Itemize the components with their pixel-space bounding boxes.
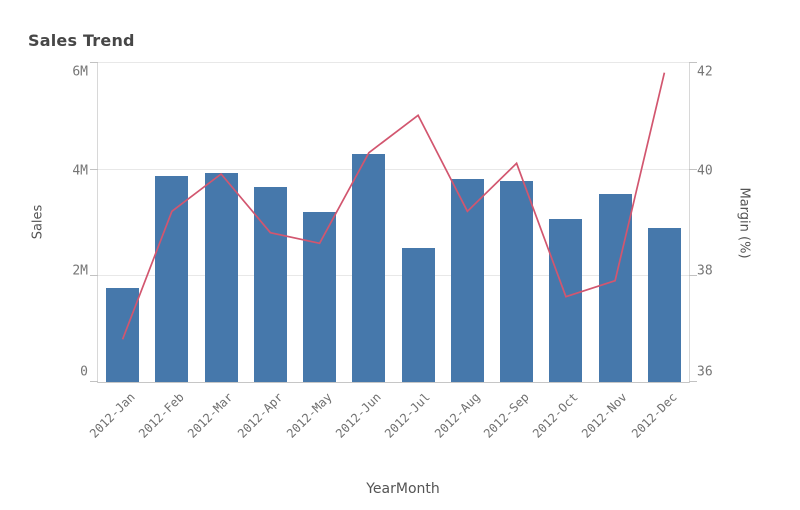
left-axis-tick: [90, 381, 98, 382]
bar-2012-Dec[interactable]: [647, 227, 681, 382]
left-axis-tick-label: 0: [80, 364, 88, 380]
x-tick-label-2012-Mar: 2012-Mar: [185, 390, 237, 441]
bar-2012-Mar[interactable]: [204, 173, 238, 382]
gridline: [98, 275, 689, 276]
x-axis-tick-labels: 2012-Jan 2012-Feb 2012-Mar 2012-Apr 2012-May…: [0, 390, 800, 470]
margin-line[interactable]: [121, 72, 666, 340]
right-axis-tick: [689, 275, 697, 276]
bar-2012-Sep[interactable]: [500, 181, 534, 382]
left-axis-title: Sales: [30, 204, 46, 240]
right-axis-tick-label: 40: [697, 163, 713, 179]
x-tick-label-2012-Apr: 2012-Apr: [234, 390, 286, 441]
bar-2012-Nov[interactable]: [598, 193, 632, 382]
left-axis-tick: [90, 62, 98, 63]
margin-line-layer: [121, 72, 666, 340]
bar-2012-Feb[interactable]: [155, 175, 189, 382]
x-tick-label-2012-Oct: 2012-Oct: [530, 390, 581, 441]
chart-title: Sales Trend: [28, 31, 135, 50]
x-tick-label-2012-Feb: 2012-Feb: [136, 390, 187, 441]
bar-2012-Jan[interactable]: [106, 287, 140, 382]
left-axis-tick-label: 4M: [72, 163, 88, 179]
x-tick-label-2012-Nov: 2012-Nov: [579, 390, 631, 441]
x-tick-label-2012-Sep: 2012-Sep: [480, 390, 532, 441]
x-tick-label-2012-Jul: 2012-Jul: [382, 390, 434, 441]
gridline: [98, 62, 689, 63]
right-axis-tick-label: 42: [697, 64, 713, 80]
x-tick-label-2012-Jan: 2012-Jan: [86, 390, 138, 441]
right-axis-tick: [689, 381, 697, 382]
x-tick-label-2012-May: 2012-May: [283, 390, 335, 441]
bar-2012-Aug[interactable]: [450, 178, 484, 382]
plot-area: [90, 62, 697, 383]
x-tick-label-2012-Jun: 2012-Jun: [333, 390, 384, 441]
bar-2012-Jun[interactable]: [352, 153, 386, 382]
left-axis-tick: [90, 275, 98, 276]
x-axis-title: YearMonth: [366, 481, 440, 497]
bar-2012-Jul[interactable]: [401, 247, 435, 382]
left-axis-tick: [90, 169, 98, 170]
right-axis-tick: [689, 169, 697, 170]
bar-2012-Oct[interactable]: [549, 218, 583, 382]
x-tick-label-2012-Aug: 2012-Aug: [431, 390, 483, 441]
x-tick-label-2012-Dec: 2012-Dec: [628, 390, 680, 441]
left-axis-tick-label: 2M: [72, 263, 88, 279]
right-axis-tick: [689, 62, 697, 63]
right-axis-title: Margin (%): [736, 187, 752, 259]
right-axis-tick-label: 36: [697, 364, 713, 380]
left-axis-tick-label: 6M: [72, 64, 88, 80]
gridline: [98, 169, 689, 170]
right-axis-tick-label: 38: [697, 263, 713, 279]
